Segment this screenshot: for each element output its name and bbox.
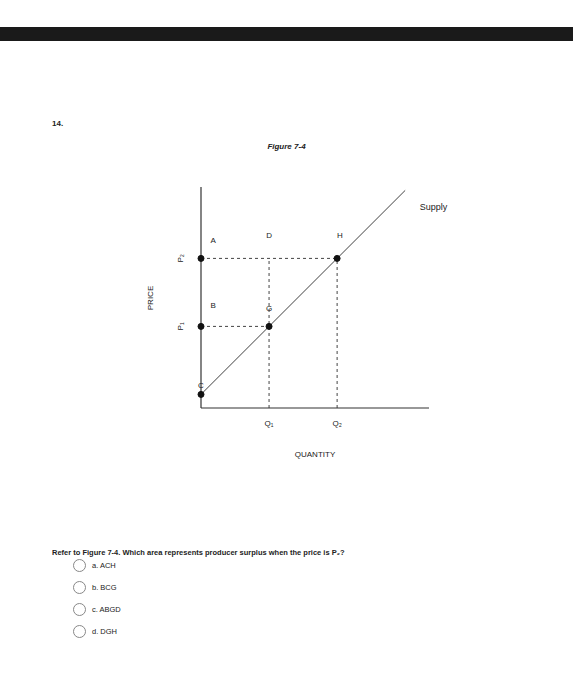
html-text:QUANTITY: QUANTITY xyxy=(294,450,336,459)
svg-text:P₁: P₁ xyxy=(176,322,185,330)
svg-text:Q₁: Q₁ xyxy=(265,419,274,428)
svg-text:D: D xyxy=(266,231,272,240)
svg-text:P₂: P₂ xyxy=(176,254,185,262)
svg-text:C: C xyxy=(198,381,204,390)
svg-text:Q₂: Q₂ xyxy=(332,419,341,428)
html-text:a. ACH: a. ACH xyxy=(92,561,116,570)
html-text:PRICE: PRICE xyxy=(145,285,155,311)
svg-text:H: H xyxy=(337,231,343,240)
html-text:d. DGH: d. DGH xyxy=(92,627,117,636)
svg-text:G: G xyxy=(266,304,272,313)
svg-text:A: A xyxy=(211,236,217,245)
html-text:Refer to Figure 7-4. Which are: Refer to Figure 7-4. Which area represen… xyxy=(52,548,345,557)
svg-text:B: B xyxy=(211,301,216,310)
svg-text:Supply: Supply xyxy=(420,202,448,212)
html-text:b. BCG: b. BCG xyxy=(92,583,117,592)
html-text:14.: 14. xyxy=(52,119,64,128)
html-text:Figure 7-4: Figure 7-4 xyxy=(267,142,306,151)
html-text:c. ABGD: c. ABGD xyxy=(92,605,121,614)
